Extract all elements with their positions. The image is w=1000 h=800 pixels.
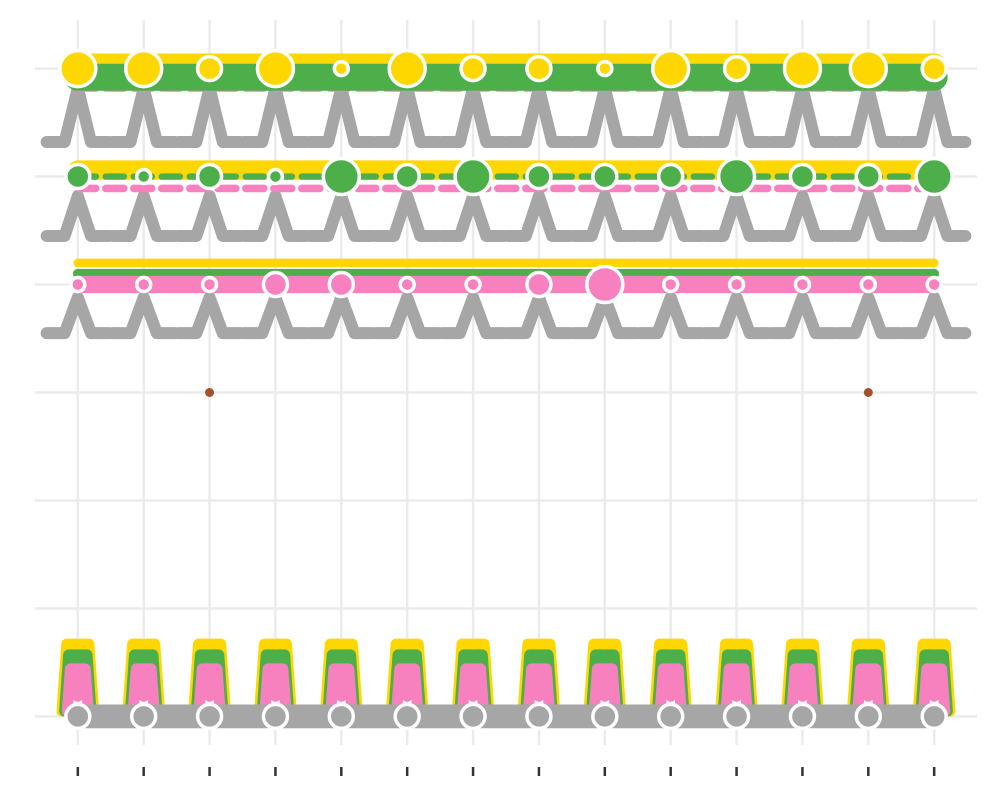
row-6-point xyxy=(722,54,751,83)
row-5-leg xyxy=(370,189,445,242)
row-0-arch-pink xyxy=(720,663,753,717)
row-4-point xyxy=(69,275,87,294)
row-5-leg xyxy=(633,189,708,242)
row-4-leg xyxy=(40,291,115,340)
row-5-point xyxy=(716,156,757,197)
row-4-leg xyxy=(172,291,247,340)
row-5-leg xyxy=(831,189,906,242)
row-0-arch-pink xyxy=(522,663,555,717)
row-4-point xyxy=(727,275,746,294)
row-4-leg xyxy=(699,291,774,340)
row-0-arch-pink xyxy=(588,663,621,717)
row-0-arch-pink xyxy=(918,663,951,717)
row-5-point xyxy=(914,156,954,197)
row-0-arch-pink xyxy=(325,663,358,717)
row-0-point xyxy=(195,702,224,731)
row-6-point xyxy=(195,54,224,83)
row-6-point xyxy=(920,54,948,83)
row-4-point xyxy=(327,270,356,299)
row-0-point xyxy=(656,702,685,731)
row-4-leg xyxy=(633,291,708,340)
row-0-arch-pink xyxy=(127,663,160,717)
row-0-point xyxy=(525,702,553,731)
row-6-point xyxy=(255,48,296,89)
row-4-point xyxy=(525,270,553,299)
row-6-point xyxy=(782,48,823,89)
row-5-point xyxy=(656,162,685,191)
row-5-point xyxy=(525,162,553,191)
row-0-arch-pink xyxy=(852,663,885,717)
row-0-point xyxy=(327,702,356,731)
row-6-point xyxy=(387,48,427,89)
series-bands xyxy=(40,53,972,729)
row-0-arch-pink xyxy=(457,663,490,717)
row-4-point xyxy=(585,264,625,305)
extra-point xyxy=(205,388,215,397)
row-6-point xyxy=(123,48,164,89)
row-6-point xyxy=(332,59,351,78)
row-5-leg xyxy=(765,189,840,242)
row-5-leg xyxy=(172,189,247,242)
row-0-arch-pink xyxy=(654,663,687,717)
row-5-point xyxy=(321,156,362,197)
row-5-point xyxy=(788,162,817,191)
row-5-point xyxy=(266,167,285,186)
row-6-point xyxy=(525,54,553,83)
row-5-point xyxy=(453,156,493,197)
row-5-point xyxy=(854,162,883,191)
row-4-point xyxy=(925,275,943,294)
row-5-leg xyxy=(567,189,642,242)
row-5-point xyxy=(393,162,421,191)
row-0-point xyxy=(261,702,290,731)
row-4-leg xyxy=(897,291,972,340)
row-4-leg xyxy=(831,291,906,340)
row-5-point xyxy=(134,167,153,186)
row-5-point xyxy=(64,162,92,191)
row-0-point xyxy=(920,702,948,731)
row-4-point xyxy=(793,275,812,294)
row-5-point xyxy=(591,162,619,191)
row-6-point xyxy=(596,59,614,78)
row-4-point xyxy=(661,275,680,294)
row-5-point xyxy=(195,162,224,191)
row-4-leg xyxy=(765,291,840,340)
x-axis xyxy=(76,767,936,776)
data-points xyxy=(58,48,954,731)
row-0-point xyxy=(459,702,487,731)
gridlines xyxy=(35,20,977,745)
row-5-leg xyxy=(40,189,115,242)
row-4-point xyxy=(134,275,153,294)
row-0-arch-pink xyxy=(786,663,819,717)
row-4-point xyxy=(200,275,219,294)
row-6-point xyxy=(848,48,889,89)
row-4-point xyxy=(859,275,878,294)
row-0-point xyxy=(393,702,421,731)
row-0-point xyxy=(788,702,817,731)
row-0-point xyxy=(64,702,92,731)
row-0-point xyxy=(129,702,158,731)
row-0-arch-pink xyxy=(193,663,226,717)
row-6-point xyxy=(650,48,691,89)
row-6-point xyxy=(459,54,487,83)
row-4-leg xyxy=(370,291,445,340)
row-4-leg xyxy=(435,291,511,340)
row-0-arch-pink xyxy=(391,663,424,717)
row-4-point xyxy=(261,270,290,299)
row-5-leg xyxy=(106,189,181,242)
row-0-point xyxy=(591,702,619,731)
row-5-leg xyxy=(501,189,577,242)
row-4-point xyxy=(398,275,416,294)
row-0-arch-pink xyxy=(61,663,94,717)
row-0-arch-pink xyxy=(259,663,292,717)
row-4-point xyxy=(464,275,482,294)
row-0-point xyxy=(854,702,883,731)
row-4-leg xyxy=(106,291,181,340)
row-6-point xyxy=(58,48,98,89)
row-0-point xyxy=(722,702,751,731)
row-5-leg xyxy=(238,189,313,242)
extra-point xyxy=(863,388,873,397)
